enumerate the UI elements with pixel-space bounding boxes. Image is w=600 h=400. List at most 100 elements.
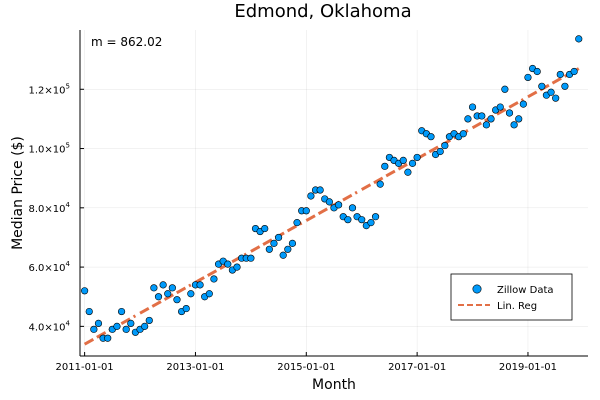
data-point [552, 94, 560, 102]
y-tick-label: 8.0×104 [29, 201, 71, 215]
data-point [487, 115, 495, 123]
regression-segment [471, 98, 525, 130]
data-point [533, 67, 541, 76]
data-point [274, 233, 283, 242]
x-axis-label: Month [312, 377, 356, 393]
data-point [224, 260, 232, 268]
y-ticks: 4.0×104 6.0×104 8.0×104 1.0×105 1.2×105 [29, 82, 84, 333]
y-tick-label: 4.0×104 [29, 319, 71, 333]
data-point [344, 216, 352, 224]
legend-marker-zillow [472, 284, 482, 294]
slope-annotation: m = 862.02 [91, 35, 162, 49]
data-point [90, 325, 98, 333]
data-point [570, 67, 578, 76]
data-point [182, 304, 190, 313]
data-point [145, 316, 153, 325]
data-point [196, 281, 204, 289]
data-point [436, 147, 444, 156]
x-tick-label: 2013-01-01 [166, 362, 224, 373]
data-point [187, 290, 195, 298]
legend-label-linreg: Lin. Reg [497, 301, 537, 312]
y-tick-label: 1.0×105 [29, 142, 70, 156]
x-ticks: 2011-01-01 2013-01-01 2015-01-01 2017-01-01… [56, 352, 557, 373]
data-point [270, 239, 278, 247]
y-axis-label: Median Price ($) [10, 136, 26, 250]
regression-segment [360, 159, 414, 191]
data-point [399, 156, 407, 164]
data-point [478, 112, 486, 120]
data-point [104, 334, 112, 342]
data-point [94, 319, 103, 328]
data-point [293, 219, 301, 227]
data-point [459, 130, 467, 138]
data-point [538, 82, 546, 90]
data-point [464, 115, 472, 123]
data-point [154, 293, 163, 301]
data-point [117, 307, 126, 316]
data-point [141, 322, 149, 330]
data-point [348, 204, 357, 212]
data-point [316, 186, 324, 194]
data-point [575, 35, 583, 43]
data-point [210, 275, 218, 283]
x-tick-label: 2019-01-01 [499, 362, 557, 373]
data-point [510, 121, 518, 129]
data-point [205, 290, 213, 298]
data-point [302, 207, 310, 215]
data-point [127, 319, 135, 328]
data-point [408, 159, 417, 167]
data-point [307, 192, 315, 200]
data-points [81, 35, 583, 342]
regression-segment [194, 252, 247, 284]
legend-label-zillow: Zillow Data [497, 285, 554, 296]
x-tick-label: 2015-01-01 [277, 362, 335, 373]
data-point [519, 100, 527, 108]
data-point [81, 287, 89, 295]
data-point [505, 109, 514, 117]
y-tick-label: 1.2×105 [29, 82, 70, 96]
data-point [233, 263, 241, 271]
data-point [367, 219, 375, 227]
y-tick-label: 6.0×104 [29, 260, 71, 274]
data-point [335, 201, 343, 209]
regression-segment [139, 283, 192, 315]
data-point [515, 115, 523, 123]
data-point [381, 162, 389, 170]
data-point [501, 85, 509, 93]
data-point [261, 224, 269, 233]
data-point [376, 180, 384, 188]
data-point [164, 290, 172, 298]
data-point [150, 284, 158, 292]
data-point [561, 82, 569, 90]
data-point [113, 322, 121, 330]
data-point [427, 133, 435, 141]
data-point [547, 88, 555, 96]
data-point [85, 307, 93, 316]
data-point [441, 141, 449, 150]
data-point [159, 281, 167, 289]
data-point [371, 213, 380, 221]
data-point [413, 153, 421, 162]
legend-box [450, 273, 573, 321]
data-point [496, 103, 504, 111]
legend: Zillow Data Lin. Reg [450, 273, 573, 321]
x-tick-label: 2017-01-01 [388, 362, 446, 373]
data-point [173, 296, 181, 304]
data-point [168, 284, 176, 292]
data-point [468, 103, 477, 111]
data-point [524, 73, 532, 82]
data-point [265, 245, 273, 253]
data-point [284, 245, 292, 253]
data-point [122, 325, 130, 333]
data-point [279, 251, 287, 259]
data-point [556, 70, 564, 79]
data-point [358, 216, 366, 224]
data-point [288, 239, 297, 247]
chart-title: Edmond, Oklahoma [234, 1, 411, 22]
data-point [247, 254, 255, 262]
data-point [482, 121, 491, 129]
x-tick-label: 2011-01-01 [56, 362, 114, 373]
data-point [325, 198, 333, 206]
data-point [404, 168, 412, 176]
